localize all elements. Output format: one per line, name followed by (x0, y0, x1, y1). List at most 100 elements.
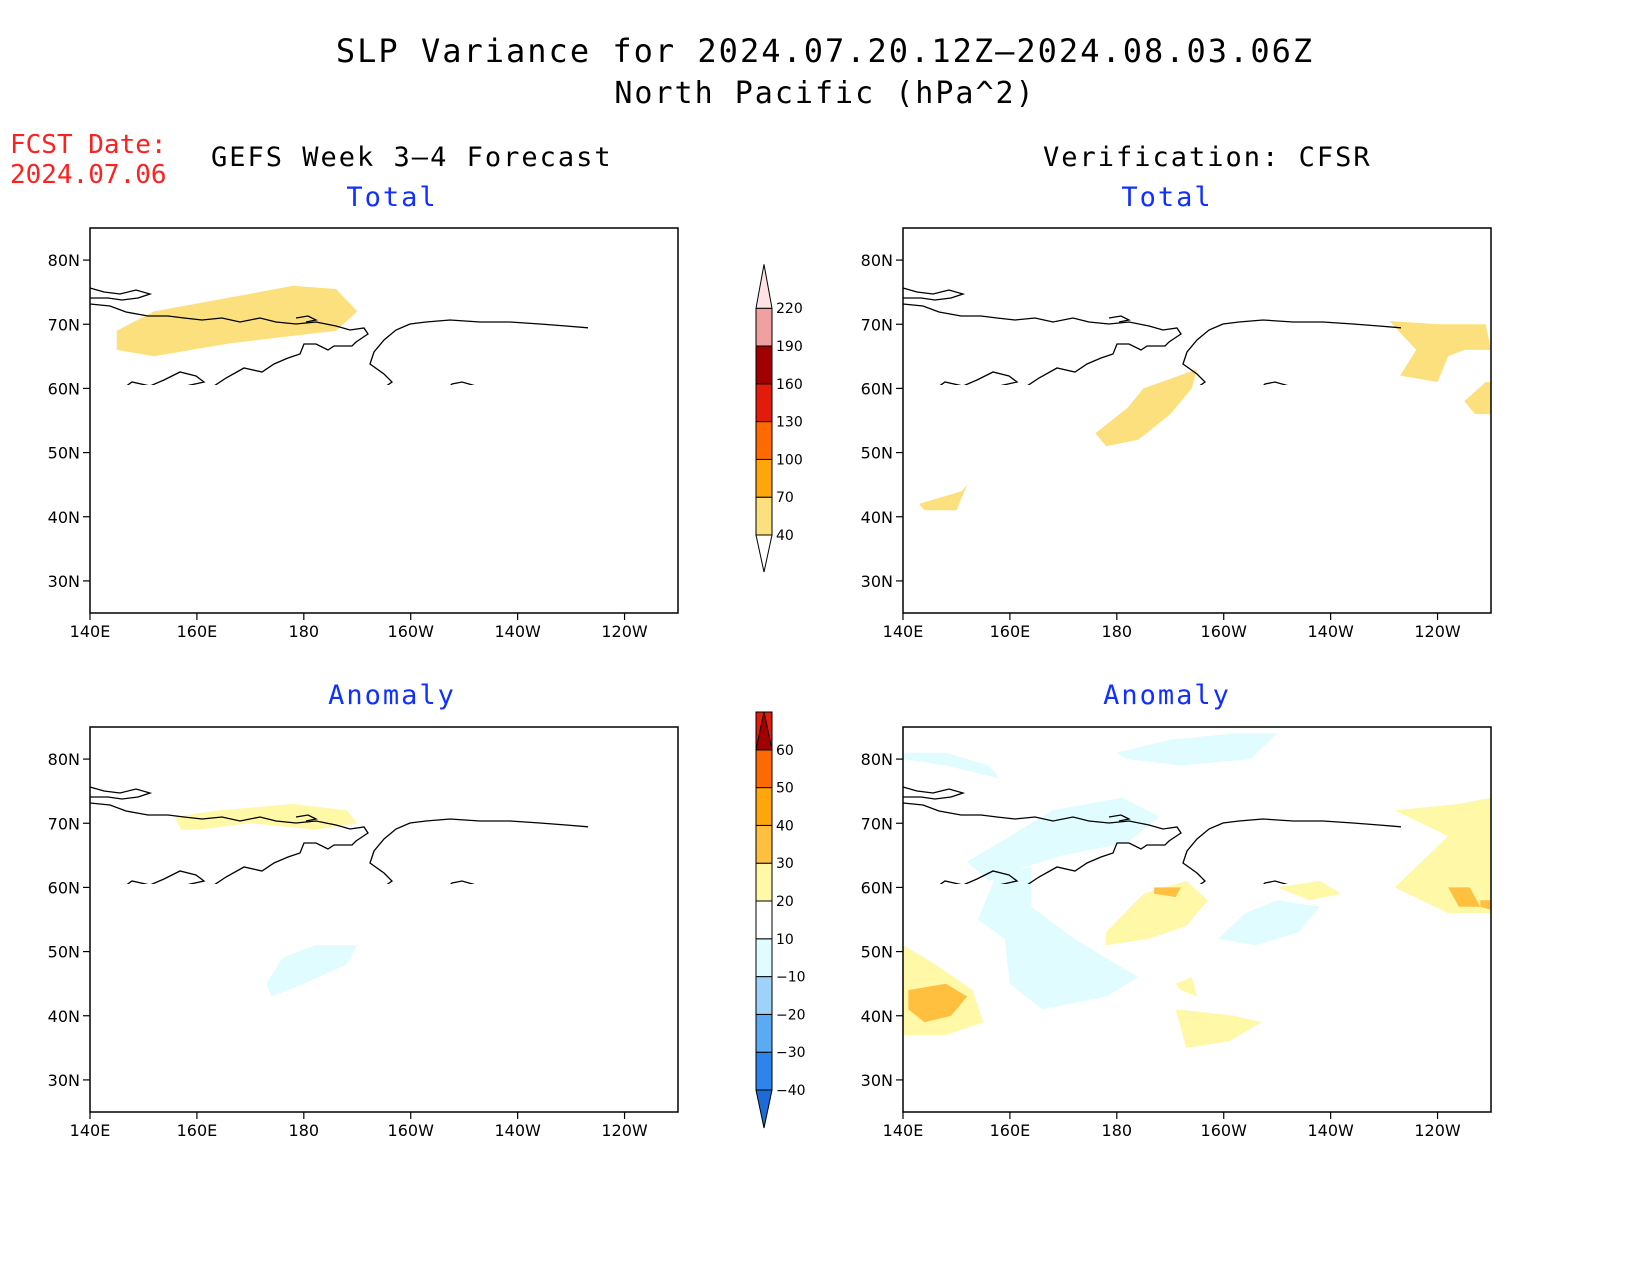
shaded-region-9 (967, 797, 1160, 881)
lon-tick-label: 160E (177, 622, 218, 641)
colorbar-total: 40 70 100 130 160 190 220 (755, 264, 803, 573)
fcst-date-value: 2024.07.06 (10, 160, 167, 190)
lon-tick-label: 160W (1201, 1121, 1248, 1140)
lat-tick-label: 40N (861, 1007, 893, 1026)
right-column-title: Verification: CFSR (1043, 142, 1372, 173)
shaded-region-10 (977, 868, 1139, 1010)
lat-tick-label: 40N (48, 1007, 80, 1026)
map-panel-verification-total: 80N 70N 60N 50N 40N 30N 140E 160E 180 160W 140W 120… (861, 227, 1492, 641)
lon-tick-label: 160W (388, 1121, 435, 1140)
shaded-region-15 (1175, 977, 1197, 997)
shaded-region-21 (1480, 900, 1491, 910)
colorbar-anomaly-label: 50 (776, 781, 794, 797)
colorbar-total-label: 100 (776, 452, 803, 468)
colorbar-total-segment (755, 307, 773, 347)
lat-tick-label: 60N (48, 379, 80, 398)
lat-tick-label: 30N (861, 572, 893, 591)
lat-tick-label: 70N (48, 315, 80, 334)
colorbar-anomaly-label: 60 (776, 743, 794, 759)
lat-tick-label: 80N (48, 251, 80, 270)
panel-title-forecast-anomaly: Anomaly (328, 680, 456, 711)
colorbar-total-label: 70 (776, 490, 794, 506)
shaded-region-17 (1394, 797, 1491, 914)
panel-title-verification-anomaly: Anomaly (1103, 680, 1231, 711)
lon-tick-label: 160W (388, 622, 435, 641)
lat-tick-label: 50N (861, 444, 893, 463)
colorbar-total-label: 220 (776, 301, 803, 317)
map-panel-forecast-anomaly: 80N 70N 60N 50N 40N 30N 140E 160E 180 160W 140W 120… (48, 726, 679, 1140)
lat-tick-label: 80N (861, 251, 893, 270)
shaded-region-6 (266, 945, 358, 997)
map-panel-forecast-total: 80N 70N 60N 50N 40N 30N 140E 160E 180 160W 140W 120… (48, 227, 679, 641)
left-column-title: GEFS Week 3–4 Forecast (211, 142, 613, 173)
colorbar-anomaly-segment (755, 1051, 773, 1091)
colorbar-total-label: 160 (776, 377, 803, 393)
lon-tick-label: 160E (990, 622, 1031, 641)
colorbar-anomaly-label: 30 (776, 856, 794, 872)
colorbar-total-upper-end (755, 264, 773, 309)
lon-tick-label: 180 (1102, 622, 1133, 641)
shaded-region-3 (1389, 321, 1491, 382)
colorbar-total-label: 130 (776, 415, 803, 431)
lat-tick-label: 70N (861, 315, 893, 334)
lon-tick-label: 180 (289, 622, 320, 641)
colorbar-anomaly-segment (755, 1013, 773, 1053)
colorbar-total-label: 40 (776, 528, 794, 544)
lat-tick-label: 60N (48, 878, 80, 897)
colorbar-anomaly-label: −10 (776, 970, 806, 986)
colorbar-total-segment (755, 421, 773, 460)
lon-tick-label: 140W (494, 1121, 541, 1140)
colorbar-anomaly-label: 20 (776, 894, 794, 910)
colorbar-anomaly-label: −30 (776, 1045, 806, 1061)
lon-tick-label: 160W (1201, 622, 1248, 641)
lat-tick-label: 50N (48, 444, 80, 463)
lon-tick-label: 140E (883, 622, 924, 641)
lon-tick-label: 180 (1102, 1121, 1133, 1140)
lon-tick-label: 120W (1414, 1121, 1461, 1140)
lon-tick-label: 120W (1414, 622, 1461, 641)
lat-tick-label: 60N (861, 878, 893, 897)
colorbar-total-label: 190 (776, 339, 803, 355)
lat-tick-label: 30N (48, 572, 80, 591)
fcst-date-label: FCST Date: (10, 130, 167, 160)
lat-tick-label: 40N (48, 508, 80, 527)
colorbar-anomaly-label: 40 (776, 818, 794, 834)
colorbar-anomaly-segment (755, 749, 773, 789)
shaded-region-16 (1175, 1009, 1262, 1048)
lon-tick-label: 140E (70, 622, 111, 641)
shaded-region-1 (1095, 369, 1197, 447)
shaded-region-2 (919, 484, 968, 511)
lon-tick-label: 120W (601, 1121, 648, 1140)
shaded-region-18 (908, 983, 968, 1023)
colorbar-anomaly-upper-end (755, 711, 773, 751)
colorbar-total-lower-end (755, 534, 773, 573)
panel-title-verification-total: Total (1121, 182, 1213, 213)
map-panel-verification-anomaly: 80N 70N 60N 50N 40N 30N 140E 160E 180 160W 140W 120… (861, 726, 1492, 1140)
colorbar-anomaly-segment (755, 900, 773, 940)
shaded-region-8 (903, 752, 1000, 779)
shaded-region-7 (1116, 733, 1278, 766)
lon-tick-label: 180 (289, 1121, 320, 1140)
colorbar-total-segment (755, 383, 773, 423)
lon-tick-label: 140W (1307, 622, 1354, 641)
lat-tick-label: 30N (48, 1071, 80, 1090)
lat-tick-label: 80N (48, 750, 80, 769)
colorbar-anomaly-label: 10 (776, 932, 794, 948)
lon-tick-label: 140W (1307, 1121, 1354, 1140)
colorbar-anomaly-segment (755, 976, 773, 1015)
lon-tick-label: 120W (601, 622, 648, 641)
colorbar-total-segment (755, 496, 773, 536)
shaded-region-4 (1464, 382, 1491, 415)
panel-title-forecast-total: Total (346, 182, 438, 213)
lat-tick-label: 30N (861, 1071, 893, 1090)
figure-title: SLP Variance for 2024.07.20.12Z–2024.08.… (335, 32, 1315, 70)
colorbar-total-segment (755, 345, 773, 385)
lon-tick-label: 140W (494, 622, 541, 641)
shaded-region-14 (1277, 881, 1342, 901)
shaded-region-13 (1106, 881, 1208, 946)
colorbar-anomaly-segment (755, 938, 773, 978)
lat-tick-label: 50N (861, 943, 893, 962)
colorbar-anomaly-label: −40 (776, 1083, 806, 1099)
colorbar-anomaly: −40 −30 −20 −10 10 20 30 40 50 60 (755, 711, 806, 1129)
